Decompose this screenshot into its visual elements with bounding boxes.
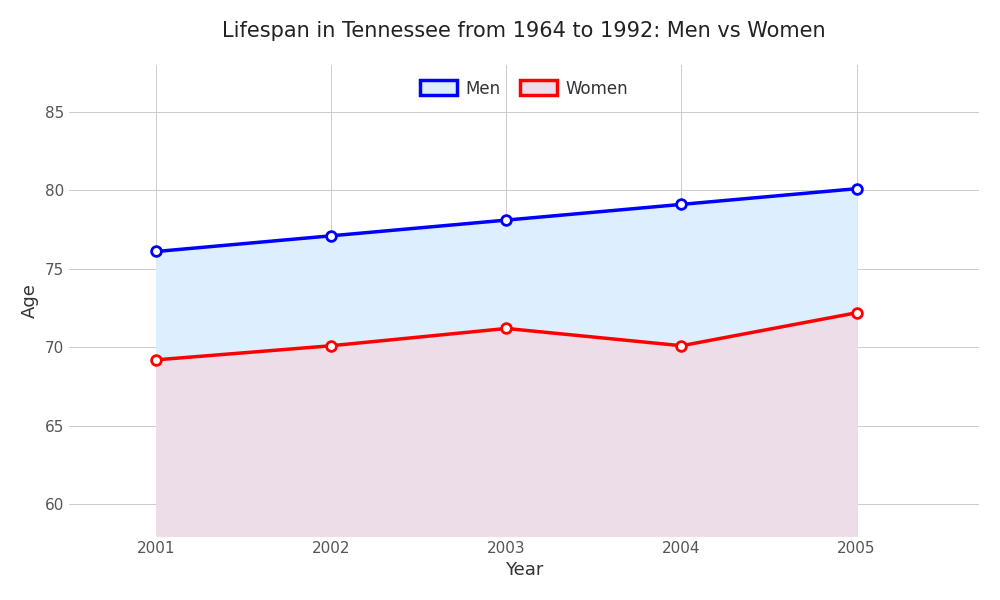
X-axis label: Year: Year [505,561,543,579]
Title: Lifespan in Tennessee from 1964 to 1992: Men vs Women: Lifespan in Tennessee from 1964 to 1992:… [222,21,826,41]
Legend: Men, Women: Men, Women [413,73,634,104]
Y-axis label: Age: Age [21,283,39,317]
